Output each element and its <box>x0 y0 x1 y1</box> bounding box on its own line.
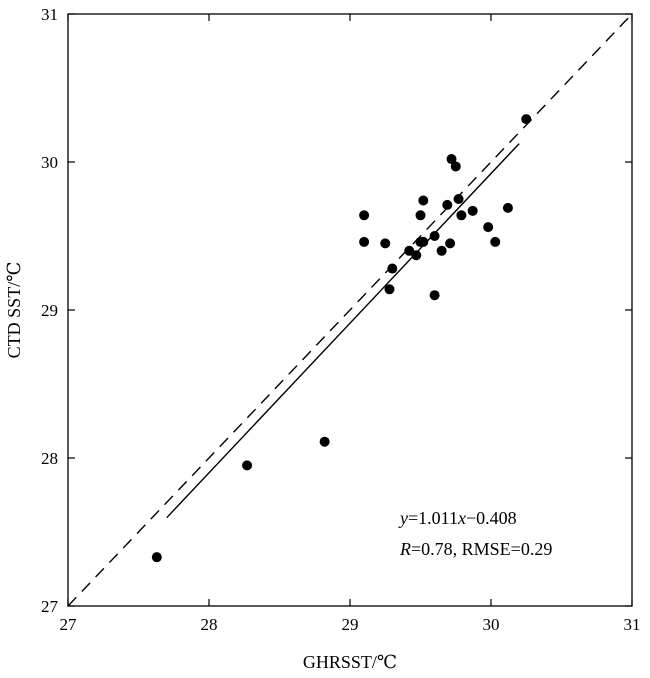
y-tick-label: 27 <box>41 597 59 616</box>
data-point <box>436 245 447 256</box>
data-point <box>319 436 330 447</box>
data-point <box>483 222 494 233</box>
data-point <box>151 552 162 563</box>
data-point <box>429 231 440 241</box>
y-tick-label: 29 <box>41 301 58 320</box>
x-tick-label: 27 <box>60 615 78 634</box>
reference-line-1to1 <box>68 14 632 606</box>
data-point <box>387 263 398 274</box>
x-tick-label: 29 <box>342 615 359 634</box>
data-point <box>418 236 429 247</box>
fit-stats: R=0.78, RMSE=0.29 <box>399 539 552 559</box>
data-point <box>442 199 453 210</box>
data-point <box>384 284 395 295</box>
x-tick-label: 28 <box>201 615 218 634</box>
fit-stats-r: R <box>399 539 411 559</box>
data-point <box>456 210 467 221</box>
data-point <box>502 202 513 213</box>
fit-equation-y: y <box>398 508 408 528</box>
data-point <box>490 236 501 247</box>
x-axis-title: GHRSST/℃ <box>303 652 397 672</box>
y-tick-label: 31 <box>41 5 58 24</box>
x-tick-label: 31 <box>624 615 641 634</box>
fit-stats-rest: =0.78, RMSE=0.29 <box>411 539 552 559</box>
data-point <box>445 238 456 249</box>
data-point <box>359 236 370 247</box>
data-point <box>450 161 461 172</box>
fit-equation-eq: =1.011 <box>408 508 458 528</box>
data-point <box>467 205 478 216</box>
data-point <box>521 114 532 125</box>
fit-equation-x: x <box>457 508 466 528</box>
data-point <box>446 154 457 165</box>
data-point <box>415 210 426 221</box>
y-tick-label: 30 <box>41 153 58 172</box>
data-point <box>359 210 370 221</box>
x-tick-label: 30 <box>483 615 500 634</box>
data-point <box>380 238 391 249</box>
data-point <box>418 195 429 206</box>
fit-equation-rest: −0.408 <box>466 508 517 528</box>
fit-line <box>166 143 520 519</box>
data-point <box>411 250 422 261</box>
data-point <box>429 290 440 301</box>
data-point <box>242 460 253 471</box>
fit-equation: y=1.011x−0.408 <box>398 508 517 528</box>
y-tick-label: 28 <box>41 449 58 468</box>
data-point <box>453 194 464 204</box>
y-axis-title: CTD SST/℃ <box>4 262 24 359</box>
